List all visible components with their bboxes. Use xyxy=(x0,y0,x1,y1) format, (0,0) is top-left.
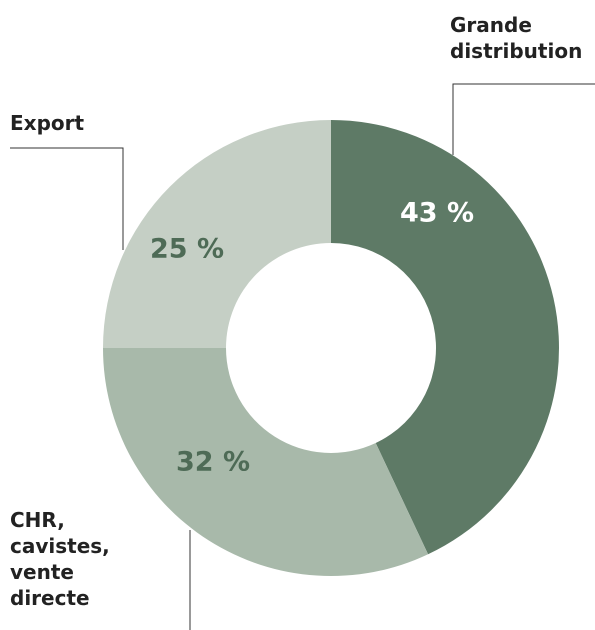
donut-segment xyxy=(103,120,331,348)
value-label: 32 % xyxy=(176,447,250,478)
value-label: 43 % xyxy=(400,198,474,229)
category-label: CHR, cavistes, vente directe xyxy=(10,508,110,610)
leader-line xyxy=(452,83,595,155)
donut-segment xyxy=(331,120,560,555)
leader-line xyxy=(10,147,124,250)
category-label: Export xyxy=(10,111,85,135)
value-label: 25 % xyxy=(150,234,224,265)
category-label: Grande distribution xyxy=(450,13,583,63)
donut-segment xyxy=(103,348,429,577)
